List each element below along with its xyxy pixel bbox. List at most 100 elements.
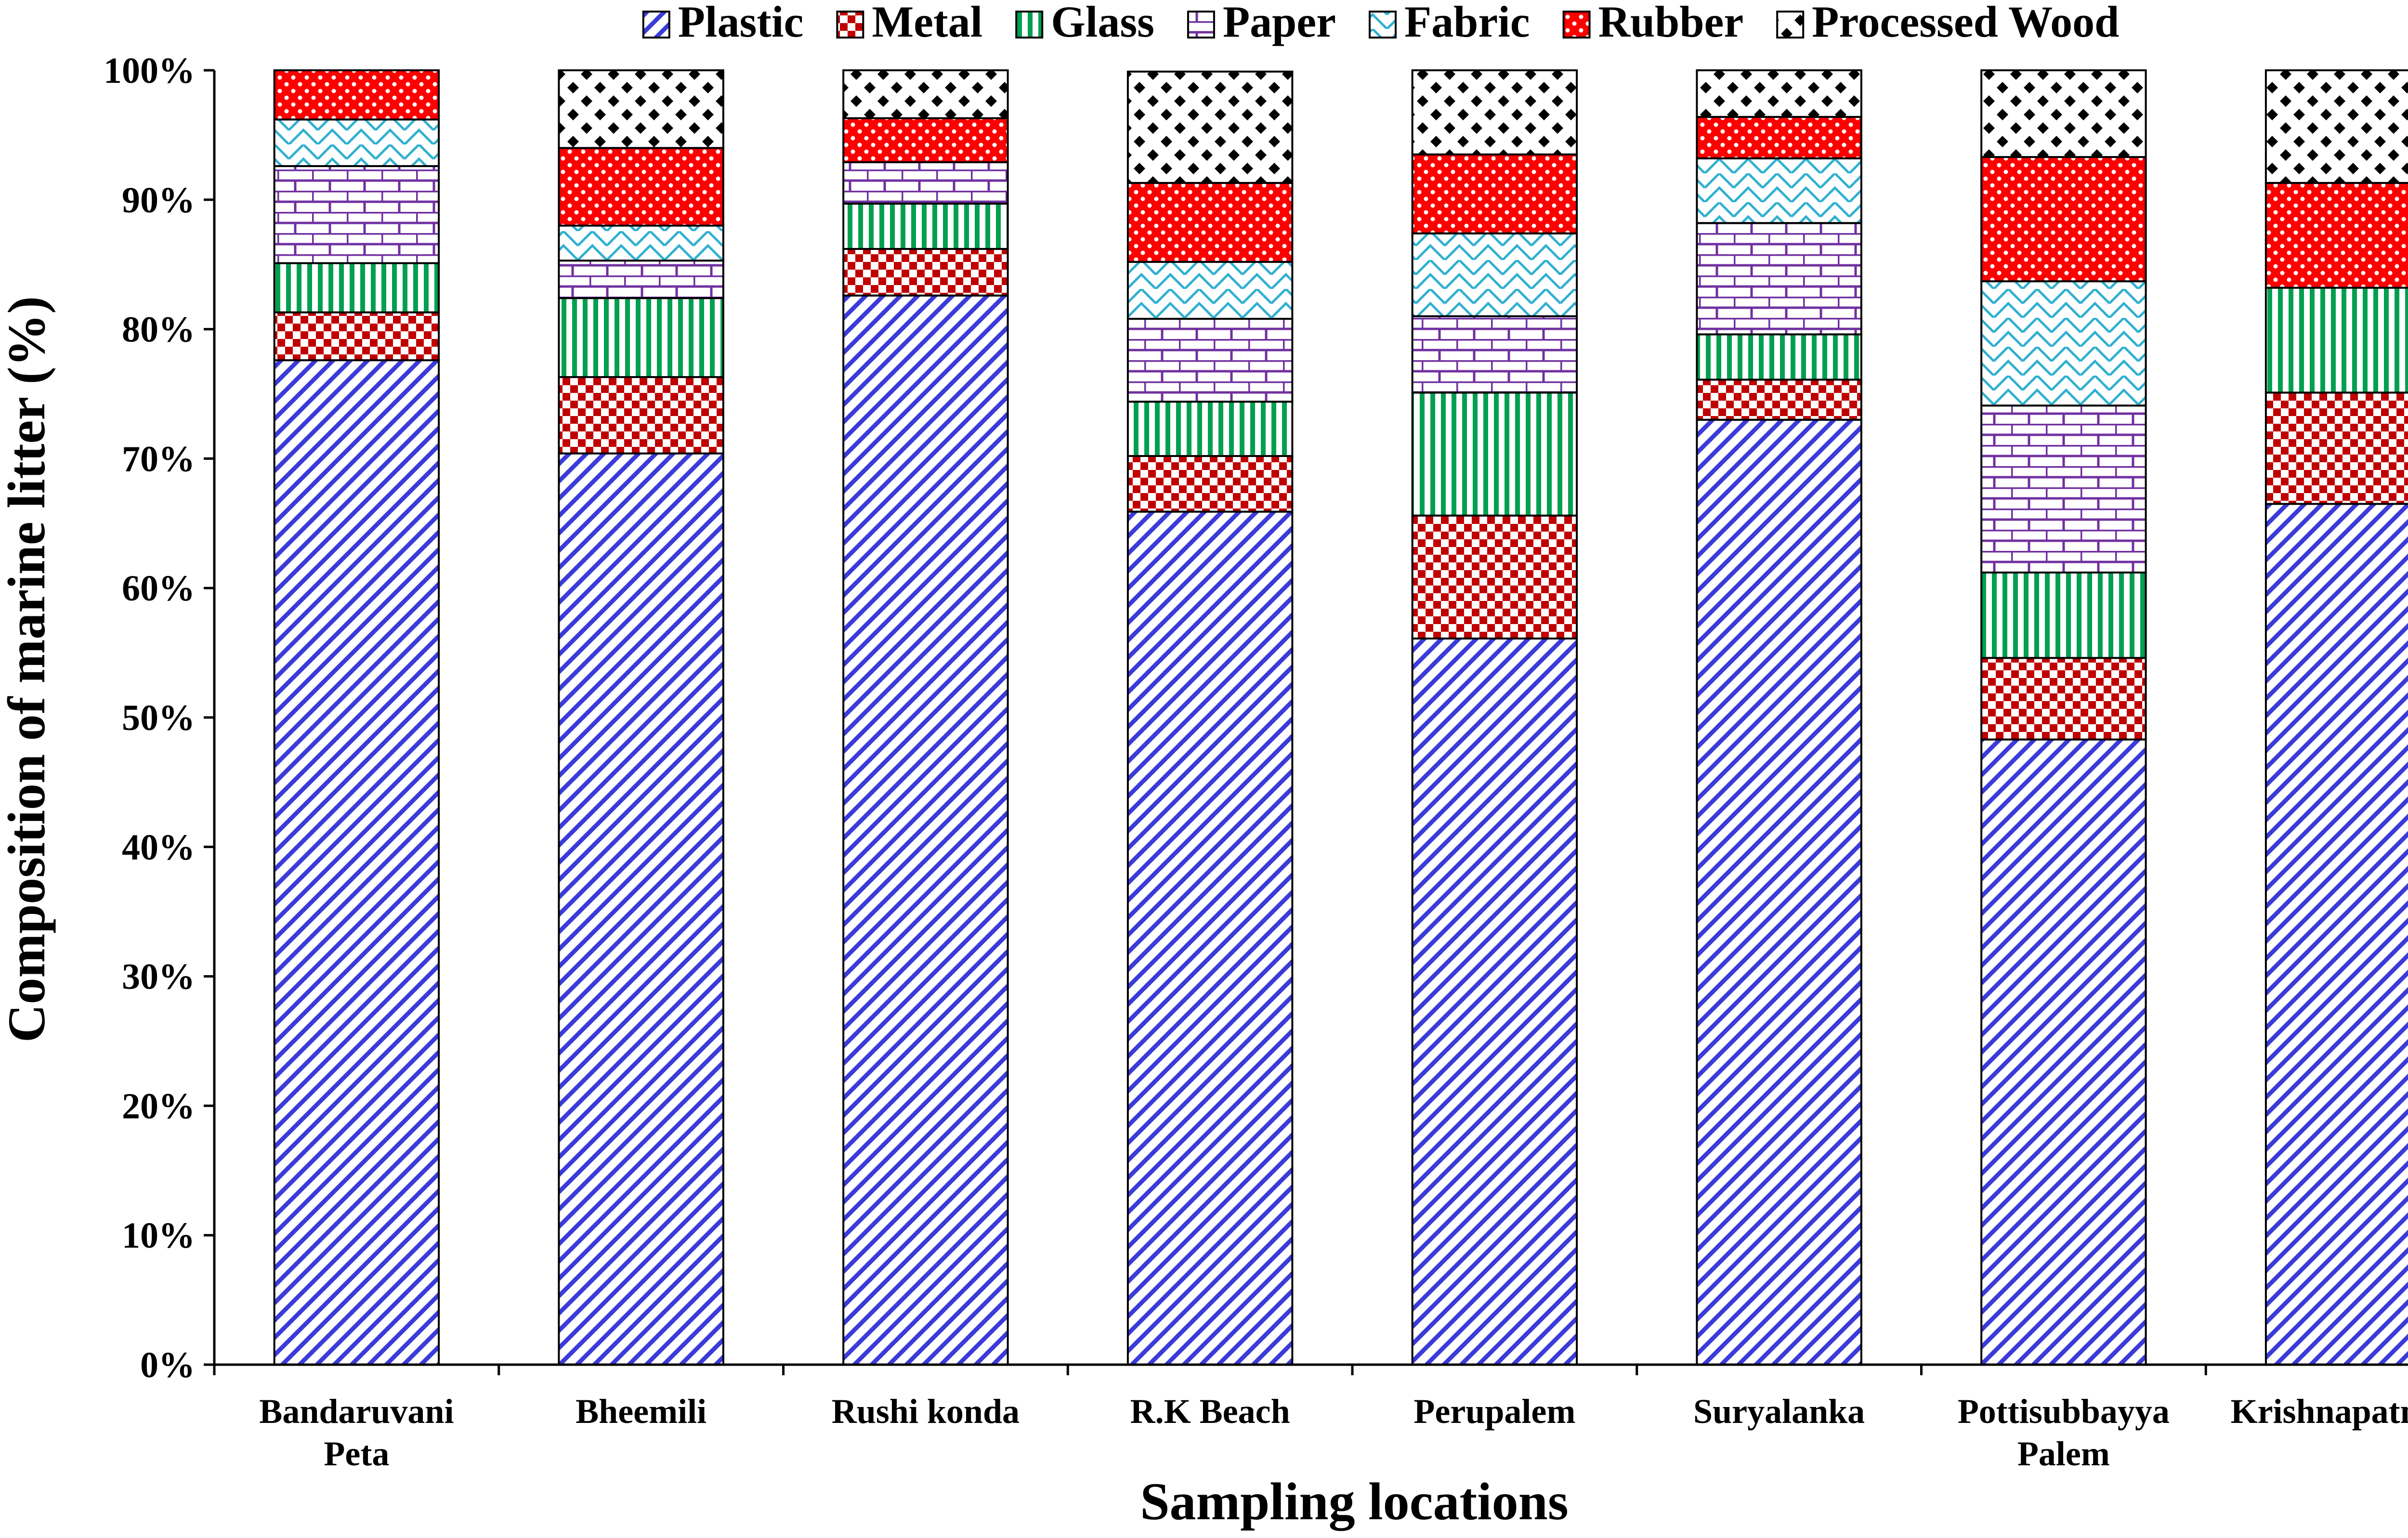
bar-segment-suryalanka-paper [1696,222,1862,336]
bar-segment-rushi-konda-glass [842,202,1009,250]
legend-swatch-processed-wood [1776,11,1805,39]
legend-label-processed-wood: Processed Wood [1812,0,2119,46]
bar-segment-r-k-beach-paper [1126,318,1294,403]
bar-segment-pottisubbayya-palem-rubber [1980,156,2147,283]
bar-segment-krishnapatnam-rubber [2264,182,2408,289]
bar-segment-suryalanka-plastic [1696,418,1862,1366]
bar-segment-r-k-beach-processed-wood [1126,70,1294,184]
x-category-label-line: Perupalem [1413,1392,1575,1431]
bar-segment-perupalem-fabric [1411,232,1578,317]
y-tick-label: 90% [122,180,195,221]
legend-swatch-glass [1015,11,1044,39]
legend-swatch-plastic [642,11,670,39]
y-tick-label: 10% [122,1215,195,1256]
bar-segment-pottisubbayya-palem-processed-wood [1980,69,2147,158]
y-tick-label: 40% [122,827,195,868]
x-axis-title: Sampling locations [1140,1472,1568,1531]
y-tick-label: 60% [122,568,195,609]
x-category-label-line: Pottisubbayya [1958,1392,2170,1431]
x-category-label: Rushi konda [832,1392,1020,1431]
legend-label-fabric: Fabric [1404,0,1530,46]
y-axis-title: Composition of marine litter (%) [0,296,56,1043]
y-tick-label: 20% [122,1086,195,1126]
bar-segment-bheemili-metal [558,376,724,455]
bar-segment-bheemili-rubber [558,147,724,227]
bar-segment-krishnapatnam-plastic [2264,503,2408,1366]
bar-segment-rushi-konda-paper [842,161,1009,205]
y-tick-label: 30% [122,957,195,997]
y-tick-label: 70% [122,439,195,479]
bar-segment-bandaruvani-peta-fabric [273,118,440,167]
legend-label-glass: Glass [1051,0,1154,46]
bar-segment-pottisubbayya-palem-plastic [1980,738,2147,1366]
bar-segment-r-k-beach-metal [1126,455,1294,513]
bar-segment-suryalanka-rubber [1696,116,1862,159]
x-category-label-line: R.K Beach [1130,1392,1290,1431]
bar-segment-rushi-konda-rubber [842,117,1009,163]
bar-segment-pottisubbayya-palem-fabric [1980,280,2147,407]
x-category-label-line: Krishnapatnam [2231,1392,2408,1431]
x-category-label-line: Palem [2017,1434,2110,1473]
bar-segment-suryalanka-glass [1696,333,1862,381]
legend-swatch-metal [836,11,864,39]
legend-swatch-paper [1187,11,1215,39]
legend-label-paper: Paper [1223,0,1336,46]
y-tick-label: 50% [122,698,195,738]
x-category-label-line: Bheemili [576,1392,707,1431]
bar-segment-bandaruvani-peta-paper [273,165,440,264]
legend: Plastic Metal Glass Paper Fabric Rubber Proces… [642,0,2119,46]
legend-label-rubber: Rubber [1598,0,1744,46]
bar-segment-rushi-konda-processed-wood [842,69,1009,119]
x-category-label-line: Peta [324,1434,389,1473]
bar-segment-perupalem-plastic [1411,638,1578,1366]
y-tick-label: 0% [140,1345,195,1385]
legend-swatch-fabric [1368,11,1397,39]
bar-segment-perupalem-rubber [1411,153,1578,235]
plot-area [273,69,2408,1366]
bar-segment-bheemili-paper [558,260,724,300]
bar-segment-krishnapatnam-processed-wood [2264,69,2408,184]
bar-segment-krishnapatnam-metal [2264,391,2408,505]
x-category-label: Suryalanka [1693,1392,1865,1431]
x-category-label-line: Bandaruvani [259,1392,454,1431]
x-category-label: Bheemili [576,1392,707,1431]
x-category-label-line: Suryalanka [1693,1392,1865,1431]
bar-segment-pottisubbayya-palem-metal [1980,657,2147,741]
legend-swatch-rubber [1562,11,1591,39]
bar-segment-rushi-konda-plastic [842,294,1009,1366]
bar-segment-suryalanka-processed-wood [1696,69,1862,118]
bar-segment-suryalanka-fabric [1696,157,1862,224]
bar-segment-bandaruvani-peta-glass [273,262,440,313]
x-category-label: Krishnapatnam [2231,1392,2408,1431]
bar-segment-bandaruvani-peta-rubber [273,69,440,121]
bar-segment-suryalanka-metal [1696,378,1862,421]
bar-segment-rushi-konda-metal [842,248,1009,297]
bar-segment-pottisubbayya-palem-glass [1980,571,2147,659]
y-tick-label: 100% [104,51,195,91]
bar-segment-perupalem-metal [1411,514,1578,640]
x-category-label-line: Rushi konda [832,1392,1020,1431]
x-category-label: R.K Beach [1130,1392,1290,1431]
legend-label-metal: Metal [872,0,982,46]
bar-segment-perupalem-glass [1411,391,1578,517]
x-category-label: Pottisubbayya Palem [1958,1392,2170,1473]
bar-segment-krishnapatnam-glass [2264,287,2408,394]
bar-segment-bandaruvani-peta-plastic [273,359,440,1366]
y-tick-label: 80% [122,310,195,350]
bar-segment-r-k-beach-glass [1126,401,1294,457]
bar-segment-r-k-beach-fabric [1126,261,1294,320]
bar-segment-r-k-beach-plastic [1126,510,1294,1366]
bar-segment-bheemili-glass [558,297,724,378]
bar-segment-r-k-beach-rubber [1126,182,1294,263]
bar-segment-bheemili-fabric [558,224,724,262]
legend-label-plastic: Plastic [678,0,804,46]
bar-segment-perupalem-processed-wood [1411,69,1578,156]
x-category-label: Bandaruvani Peta [259,1392,454,1473]
bar-segment-bheemili-plastic [558,452,724,1366]
bar-segment-bheemili-processed-wood [558,69,724,149]
bar-segment-bandaruvani-peta-metal [273,311,440,362]
bar-segment-perupalem-paper [1411,315,1578,394]
x-category-label: Perupalem [1413,1392,1575,1431]
